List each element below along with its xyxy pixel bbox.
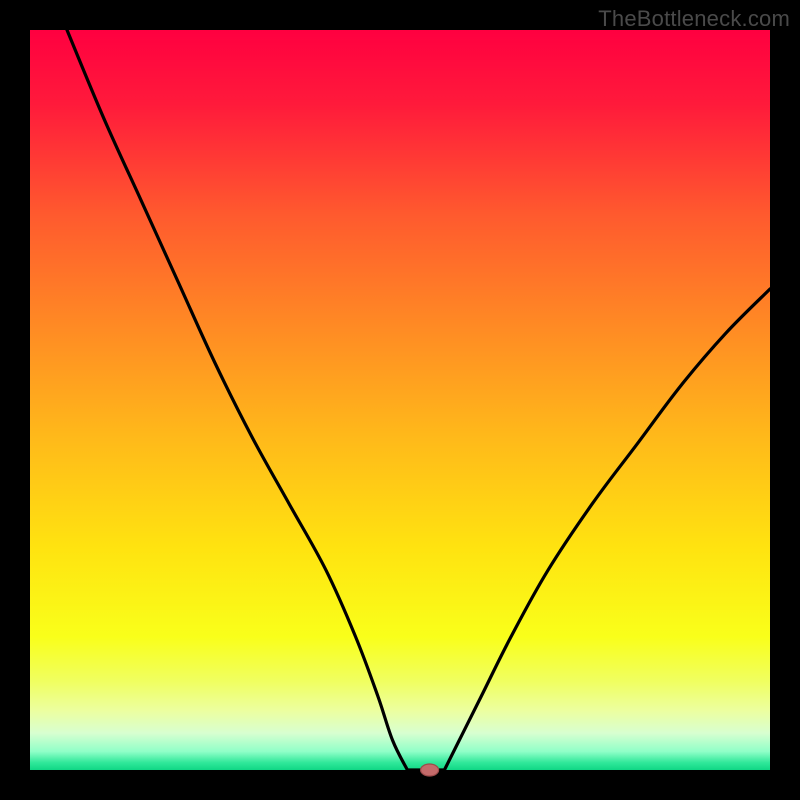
watermark-label: TheBottleneck.com — [598, 6, 790, 32]
optimal-point-marker — [421, 764, 439, 776]
chart-frame: TheBottleneck.com — [0, 0, 800, 800]
plot-background — [30, 30, 770, 770]
bottleneck-chart — [0, 0, 800, 800]
